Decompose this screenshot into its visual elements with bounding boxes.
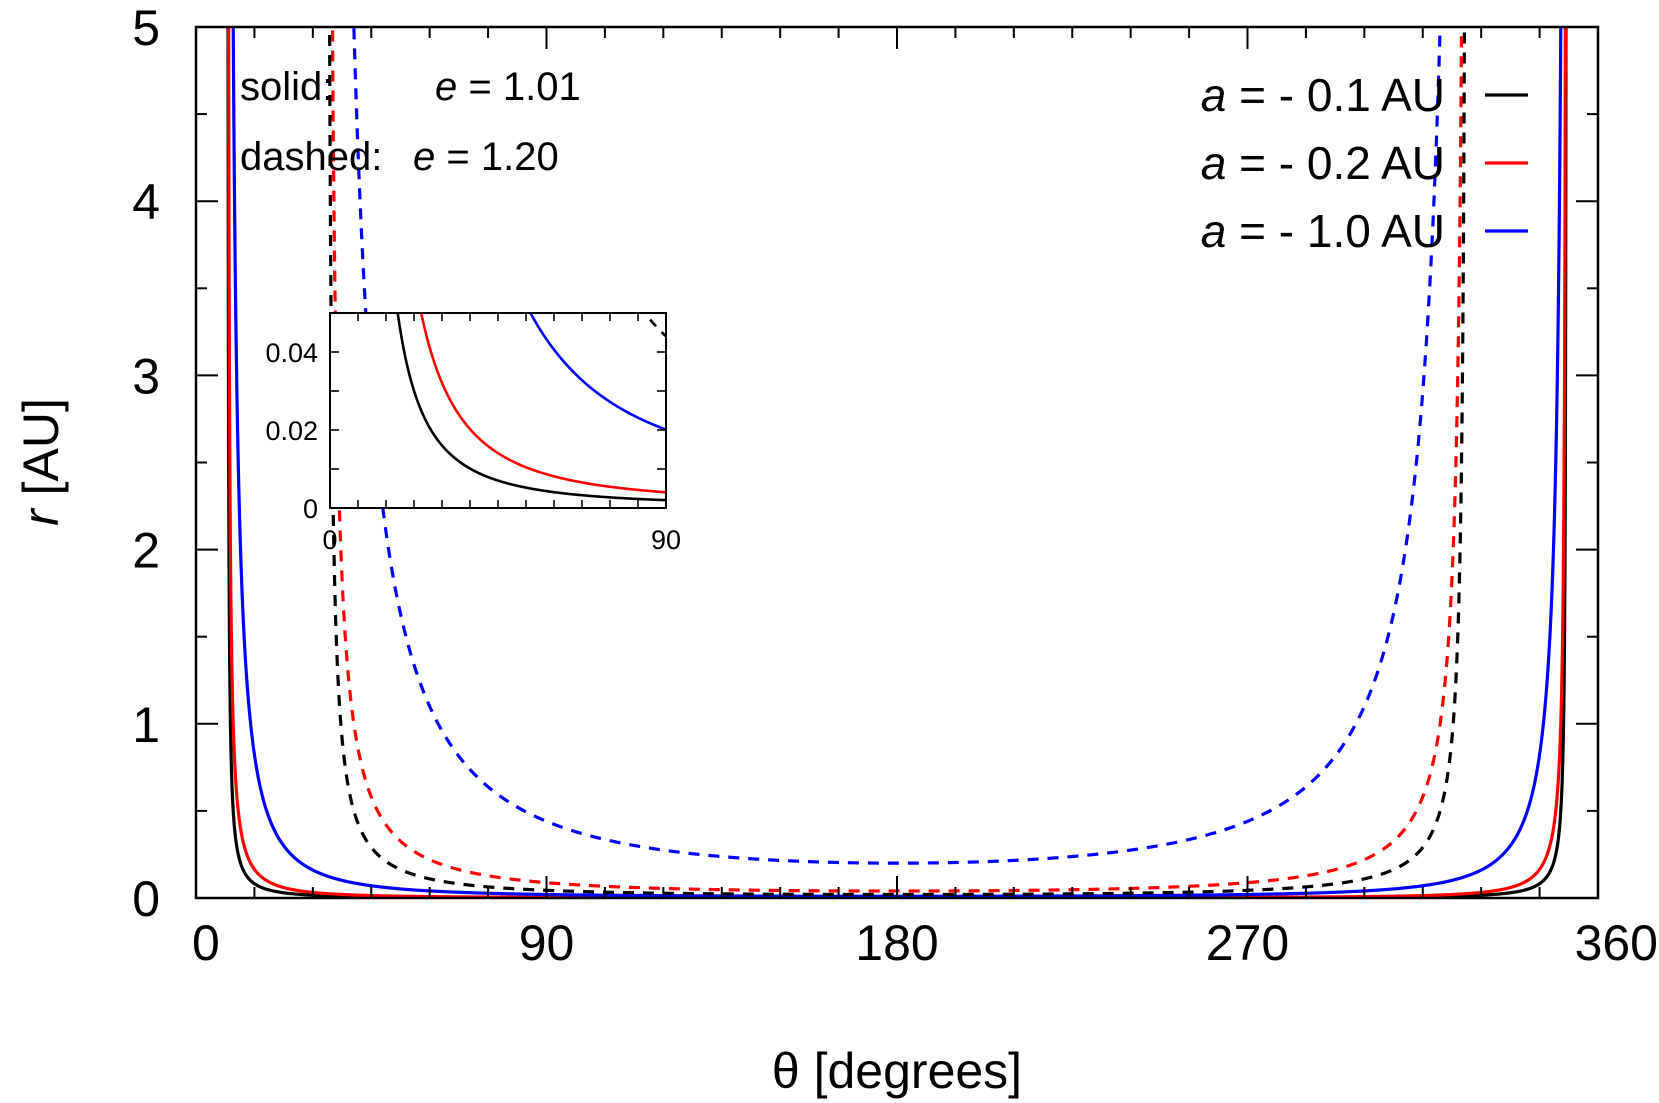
legend-entry-value: = - 1.0 AU bbox=[1226, 205, 1445, 257]
x-tick-label: 270 bbox=[1206, 915, 1289, 971]
legend-entry-value: = - 0.2 AU bbox=[1226, 137, 1445, 189]
inset-y-tick-label: 0.04 bbox=[265, 338, 318, 368]
y-axis-label-unit-text: [AU] bbox=[13, 398, 69, 495]
inset-background bbox=[330, 313, 666, 508]
inset-plot: 0 90 0 0.02 0.04 bbox=[265, 120, 681, 555]
inset-tick-labels: 0 90 0 0.02 0.04 bbox=[265, 338, 681, 555]
main-tick-labels: 0 90 180 270 360 0 1 2 3 4 5 bbox=[132, 0, 1658, 971]
annotation-dashed-var: e bbox=[413, 135, 435, 179]
annotation-dashed-value: = 1.20 bbox=[435, 135, 558, 179]
y-axis-label: r [AU] bbox=[13, 398, 69, 526]
inset-series-line-dashed-a0_1 bbox=[642, 313, 666, 338]
annotation-solid: solid: e = 1.01 bbox=[240, 65, 581, 109]
annotation-dashed-label: dashed: bbox=[240, 135, 382, 179]
legend-entry-var: a bbox=[1201, 205, 1227, 257]
x-axis-label: θ [degrees] bbox=[772, 1043, 1022, 1099]
legend-entry-var: a bbox=[1201, 137, 1227, 189]
inset-series-line-solid-a0_1 bbox=[396, 313, 666, 502]
x-tick-label: 360 bbox=[1575, 915, 1658, 971]
legend-entry-label: a = - 0.1 AU bbox=[1201, 69, 1445, 121]
inset-axis-ticks bbox=[329, 312, 667, 509]
y-axis-label-unit bbox=[13, 495, 69, 509]
main-axis-ticks bbox=[195, 26, 1599, 899]
inset-y-tick-label: 0 bbox=[303, 494, 318, 524]
annotation-solid-var: e bbox=[435, 65, 457, 109]
y-tick-label: 4 bbox=[132, 174, 160, 230]
legend: a = - 0.1 AUa = - 0.2 AUa = - 1.0 AU bbox=[1201, 69, 1528, 257]
legend-entry-value: = - 0.1 AU bbox=[1226, 69, 1445, 121]
y-tick-label: 0 bbox=[132, 871, 160, 927]
inset-series-line-solid-a0_2 bbox=[419, 313, 666, 494]
inset-series-line-dashed-a0_2 bbox=[645, 120, 666, 165]
y-tick-label: 5 bbox=[132, 0, 160, 56]
inset-series-line-solid-a1 bbox=[528, 313, 666, 431]
annotation-solid-label: solid: bbox=[240, 65, 333, 109]
legend-entry-label: a = - 0.2 AU bbox=[1201, 137, 1445, 189]
x-tick-label: 90 bbox=[519, 915, 575, 971]
series-line-dashed-a1 bbox=[352, 27, 1442, 865]
inset-x-tick-label: 90 bbox=[651, 525, 681, 555]
annotation-dashed: dashed: e = 1.20 bbox=[240, 135, 559, 179]
inset-plot-curves bbox=[396, 120, 666, 502]
y-tick-label: 3 bbox=[132, 348, 160, 404]
y-tick-label: 2 bbox=[132, 523, 160, 579]
legend-entry-label: a = - 1.0 AU bbox=[1201, 205, 1445, 257]
annotation-solid-equation: e = 1.01 bbox=[435, 65, 581, 109]
annotation-solid-value: = 1.01 bbox=[457, 65, 580, 109]
y-axis-label-variable: r bbox=[13, 507, 69, 526]
annotation-dashed-equation: e = 1.20 bbox=[413, 135, 559, 179]
inset-x-tick-label: 0 bbox=[322, 525, 337, 555]
legend-entry-var: a bbox=[1201, 69, 1227, 121]
y-tick-label: 1 bbox=[132, 697, 160, 753]
x-tick-label: 0 bbox=[192, 915, 220, 971]
inset-y-tick-label: 0.02 bbox=[265, 416, 318, 446]
x-tick-label: 180 bbox=[855, 915, 938, 971]
